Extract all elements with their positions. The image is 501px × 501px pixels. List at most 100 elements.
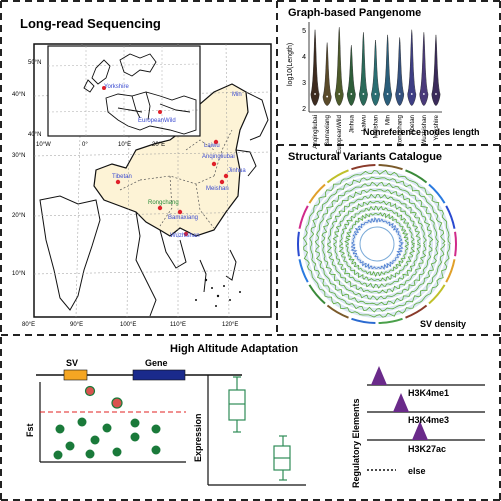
inset-lat-40: 40°N — [28, 132, 41, 138]
china-region — [93, 83, 249, 237]
fst-ylabel: Fst — [25, 423, 35, 437]
circos-chromosome-arc — [326, 304, 349, 319]
adaptation-panel: High Altitude Adaptation SV Gene Fst — [25, 343, 485, 488]
violin-label-jinhua: Jinhua — [348, 114, 355, 133]
inset-lon-10e: 10°E — [118, 142, 131, 148]
circos-density-track — [314, 181, 439, 306]
circos-chromosome-arc — [378, 164, 403, 171]
violin-jinhua — [346, 45, 356, 106]
inset-gridlines — [47, 46, 201, 136]
violin-label-laiwu: Laiwu — [360, 114, 367, 131]
violin-label-yorkshire: Yorkshire — [433, 114, 440, 140]
inset-site-yorkshire — [102, 86, 106, 90]
lon-label-110: 110°E — [170, 322, 186, 328]
islands — [195, 278, 241, 307]
fst-point — [130, 418, 140, 428]
circos-chromosome-arc — [351, 317, 376, 324]
peak-h3k4me3 — [393, 393, 409, 412]
fst-point — [90, 435, 100, 445]
pangenome-ylabel: log10(Length) — [287, 43, 294, 86]
track-label-h3k4me1: H3K4me1 — [408, 388, 449, 398]
violin-median-tibetan — [410, 93, 413, 95]
circos-chromosome-arc — [445, 259, 456, 283]
site-label-anqing: Anqingliubai — [202, 154, 235, 160]
circos-chromosome-arc — [454, 231, 457, 257]
track-label-h3k27ac: H3K27ac — [408, 444, 446, 454]
violin-label-anqingliubai: Anqingliubai — [312, 115, 319, 149]
fst-point — [130, 432, 140, 442]
pangenome-panel: Graph-based Pangenome 5 4 3 2 log10(Leng… — [287, 7, 480, 154]
site-label-laiwu: Laiwu — [204, 143, 220, 149]
violin-median-meishan — [374, 93, 377, 95]
violin-min — [383, 34, 392, 106]
neighbour-outlines — [39, 91, 269, 317]
ytick-5: 5 — [302, 28, 306, 35]
track-label-h3k4me3: H3K4me3 — [408, 415, 449, 425]
violin-yorkshire — [431, 34, 441, 106]
violin-label-europeanwild: EuropeanWild — [336, 114, 343, 153]
circos-density-track — [302, 169, 451, 318]
inset-site-europeanwild — [158, 110, 162, 114]
circos-chromosome-arc — [326, 169, 349, 184]
violin-label-tibetan: Tibetan — [409, 114, 416, 135]
fst-point — [65, 441, 75, 451]
lon-label-80: 80°E — [22, 322, 35, 328]
long-read-panel: Long-read Sequencing — [12, 16, 272, 328]
site-label-wuzhishan: Wuzhishan — [170, 233, 200, 239]
pangenome-y-ticks: 5 4 3 2 — [302, 28, 306, 113]
circos-chromosome-arc — [308, 183, 326, 204]
circos-density-track — [332, 200, 421, 289]
pangenome-violins — [310, 27, 441, 106]
circos-density-track — [338, 205, 416, 282]
lon-label-90: 90°E — [70, 322, 83, 328]
peak-h3k4me1 — [371, 366, 387, 385]
violin-laiwu — [359, 32, 368, 106]
fst-point — [77, 417, 87, 427]
ytick-2: 2 — [302, 106, 306, 113]
fst-point — [151, 424, 161, 434]
site-jinhua — [223, 173, 229, 179]
box-low — [273, 435, 291, 481]
sv-label: SV — [66, 358, 78, 368]
lat-label-20: 20°N — [12, 213, 25, 219]
fst-point — [102, 423, 112, 433]
circos-chromosome-arc — [405, 304, 428, 319]
circos-density-track — [326, 193, 427, 294]
circos-chromosome-arc — [405, 169, 428, 184]
inset-lon-10w: 10°W — [36, 142, 51, 148]
circos-density-track — [309, 176, 446, 313]
gene-label: Gene — [145, 358, 168, 368]
site-tibetan — [115, 179, 121, 185]
violin-median-laiwu — [362, 93, 365, 95]
peak-h3k27ac — [412, 421, 428, 440]
sv-block — [63, 369, 88, 381]
map-axis-labels: 40°N 30°N 20°N 10°N 80°E 90°E 100°E 110°… — [12, 92, 238, 328]
circos-chromosome-arc — [428, 183, 446, 204]
violin-label-wuzhishan: Wuzhishan — [421, 114, 428, 145]
site-wuzhishan — [183, 231, 189, 237]
violin-median-wuzhishan — [422, 93, 425, 95]
lon-label-120: 120°E — [222, 322, 238, 328]
violin-anqingliubai — [310, 29, 320, 106]
regulatory-label: Regulatory Elements — [351, 398, 361, 488]
fst-point — [151, 445, 161, 455]
sv-circos-plot — [297, 164, 457, 324]
box-high — [228, 376, 246, 433]
europe-outlines — [83, 53, 197, 135]
lat-label-40: 40°N — [12, 92, 25, 98]
violin-median-anqingliubai — [314, 93, 316, 95]
lat-label-30: 30°N — [12, 153, 25, 159]
circos-center — [359, 226, 395, 262]
site-bamaxiang — [177, 209, 183, 215]
violin-rongchang — [395, 37, 405, 106]
violin-median-rongchang — [398, 93, 401, 95]
violin-bamaxiang — [322, 42, 332, 106]
fst-point — [85, 449, 95, 459]
pangenome-title: Graph-based Pangenome — [288, 7, 421, 19]
violin-europeanwild — [334, 27, 344, 106]
pangenome-xlabel: Nonreference nodes length — [363, 127, 480, 137]
violin-median-bamaxiang — [326, 95, 329, 98]
gene-block — [132, 369, 186, 381]
